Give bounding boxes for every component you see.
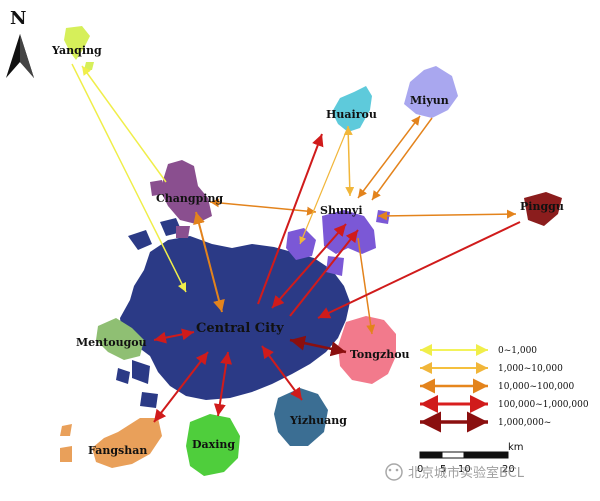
region-pinggu: [524, 192, 562, 226]
region-fangshan: [92, 418, 162, 468]
flow-central-mentougou: [153, 328, 195, 344]
scale-tick-0: 0: [417, 464, 423, 475]
label-tongzhou: Tongzhou: [350, 348, 410, 361]
scale-unit: km: [508, 442, 524, 453]
flow-changping-yanqing: [81, 65, 167, 183]
region-yizhuang: [274, 388, 328, 446]
flow-miyun-shunyi-2: [371, 117, 433, 201]
label-yizhuang: Yizhuang: [289, 414, 347, 427]
north-arrow: N: [6, 8, 34, 78]
flow-changping-shunyi: [209, 198, 317, 216]
flow-arrows: [71, 63, 521, 423]
north-label: N: [10, 8, 26, 29]
region-changping: [160, 160, 212, 224]
legend: 0~1,000 1,000~10,000 10,000~100,000 100,…: [420, 344, 589, 433]
label-changping: Changping: [156, 192, 223, 205]
legend-label-4: 100,000~1,000,000: [498, 400, 589, 410]
label-central-city: Central City: [196, 321, 284, 336]
region-tongzhou: [338, 316, 396, 384]
flow-shunyi-pinggu: [377, 209, 517, 221]
flow-yanqing-central: [71, 63, 187, 293]
region-miyun: [404, 66, 458, 118]
flow-pinggu-central: [317, 221, 521, 319]
legend-label-1: 0~1,000: [498, 346, 537, 356]
region-yanqing: [64, 26, 90, 60]
label-mentougou: Mentougou: [76, 336, 147, 349]
watermark: 北京城市实验室BCL: [385, 463, 525, 481]
flow-central-fangshan: [153, 351, 209, 423]
wechat-icon: [385, 463, 403, 481]
legend-label-3: 10,000~100,000: [498, 382, 575, 392]
flow-central-daxing: [213, 351, 233, 417]
flow-central-huairou: [257, 133, 324, 305]
watermark-text: 北京城市实验室BCL: [408, 465, 525, 481]
label-miyun: Miyun: [410, 94, 449, 107]
scale-tick-10: 10: [458, 464, 471, 475]
flow-central-shunyi: [271, 223, 347, 309]
label-fangshan: Fangshan: [88, 444, 147, 457]
flow-shunyi-tongzhou: [357, 237, 376, 335]
region-mentougou: [96, 318, 144, 360]
scale-tick-20: 20: [502, 464, 515, 475]
legend-label-2: 1,000~10,000: [498, 364, 563, 374]
flow-central-tongzhou: [289, 335, 347, 357]
label-shunyi: Shunyi: [320, 204, 363, 217]
regions: [60, 26, 562, 476]
label-yanqing: Yanqing: [51, 44, 102, 57]
scale-tick-5: 5: [440, 464, 446, 475]
flow-huairou-shunyi: [343, 125, 355, 197]
flow-central-yizhuang: [261, 345, 303, 401]
region-central-city: [120, 236, 350, 400]
scale-bar: km 0 5 10 20: [417, 442, 524, 475]
place-labels: Yanqing Huairou Miyun Changping Shunyi P…: [51, 44, 564, 457]
legend-label-5: 1,000,000~: [498, 418, 551, 428]
flow-miyun-shunyi: [357, 115, 421, 199]
flow-changping-central: [193, 211, 225, 313]
flow-central-shunyi-2: [289, 229, 359, 317]
region-daxing: [186, 414, 240, 476]
label-huairou: Huairou: [326, 108, 377, 121]
label-pinggu: Pinggu: [520, 200, 564, 213]
label-daxing: Daxing: [192, 438, 235, 451]
